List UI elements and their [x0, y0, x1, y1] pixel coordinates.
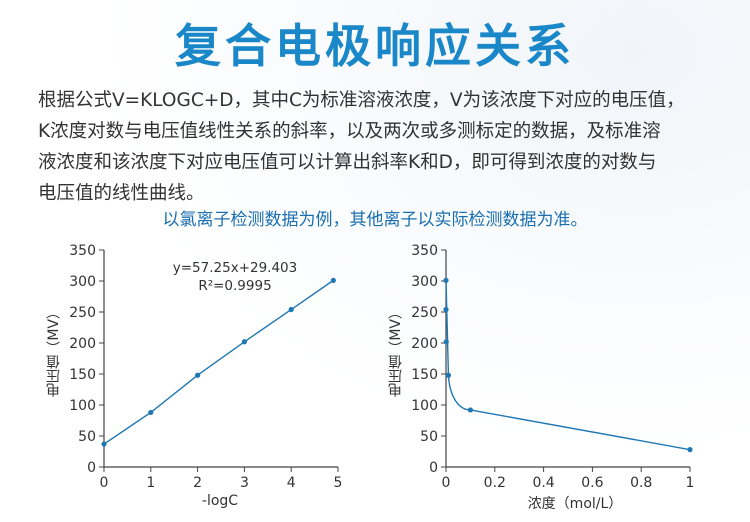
left-x-tick-label: 5 — [334, 475, 343, 491]
left-x-tick-label: 3 — [240, 475, 249, 491]
left-data-point — [330, 277, 336, 283]
right-data-point — [443, 277, 449, 283]
left-data-point — [241, 339, 247, 345]
left-y-tick-label: 100 — [69, 398, 96, 414]
right-data-point — [687, 447, 693, 453]
right-y-tick-label: 150 — [411, 367, 438, 383]
left-y-tick-label: 200 — [69, 336, 96, 352]
left-data-point — [101, 441, 107, 447]
regression-equation: y=57.25x+29.403 R²=0.9995 — [160, 259, 310, 295]
left-x-axis-label: -logC — [201, 493, 239, 509]
left-y-tick-label: 150 — [69, 367, 96, 383]
equation-text: y=57.25x+29.403 — [172, 260, 298, 276]
page-title: 复合电极响应关系 — [175, 19, 575, 73]
right-y-axis-label: 电压值（MV） — [388, 305, 404, 397]
right-y-tick-label: 200 — [411, 336, 438, 352]
left-x-tick-label: 2 — [193, 475, 202, 491]
left-y-axis-label: 电压值（MV） — [46, 305, 62, 397]
left-x-tick-label: 4 — [287, 475, 296, 491]
left-y-tick-label: 300 — [69, 274, 96, 290]
r-squared-text: R²=0.9995 — [198, 278, 272, 294]
left-x-tick-label: 0 — [100, 475, 109, 491]
right-data-point — [443, 339, 449, 345]
right-x-tick-label: 0.6 — [581, 475, 603, 491]
right-x-axis-label: 浓度（mol/L） — [527, 496, 623, 512]
right-series-line — [445, 280, 691, 451]
right-x-tick-label: 0.4 — [532, 475, 554, 491]
left-y-tick-label: 0 — [87, 460, 96, 476]
right-y-tick-label: 350 — [411, 243, 438, 259]
description-paragraph: 根据公式V=KLOGC+D，其中C为标准溶液浓度，V为该浓度下对应的电压值， K… — [38, 90, 685, 204]
left-data-point — [195, 372, 201, 378]
right-y-tick-label: 300 — [411, 274, 438, 290]
left-data-point — [288, 306, 294, 313]
right-x-tick-label: 0.8 — [630, 475, 652, 491]
chart-subtitle: 以氯离子检测数据为例，其他离子以实际检测数据为准。 — [162, 210, 588, 230]
right-y-tick-label: 100 — [411, 398, 438, 414]
right-y-tick-label: 50 — [420, 429, 438, 445]
left-series-line — [103, 279, 334, 445]
right-y-tick-label: 0 — [429, 460, 438, 476]
left-x-tick-label: 1 — [146, 475, 155, 491]
right-x-tick-label: 1 — [686, 475, 695, 491]
left-y-tick-label: 350 — [69, 243, 96, 259]
right-data-point — [467, 407, 473, 413]
right-x-tick-label: 0 — [442, 475, 451, 491]
left-data-point — [148, 409, 154, 416]
right-y-tick-label: 250 — [411, 305, 438, 321]
left-y-tick-label: 250 — [69, 305, 96, 321]
right-data-point — [443, 306, 449, 313]
left-y-tick-label: 50 — [78, 429, 96, 445]
right-x-tick-label: 0.2 — [484, 475, 506, 491]
right-data-point — [445, 372, 452, 378]
